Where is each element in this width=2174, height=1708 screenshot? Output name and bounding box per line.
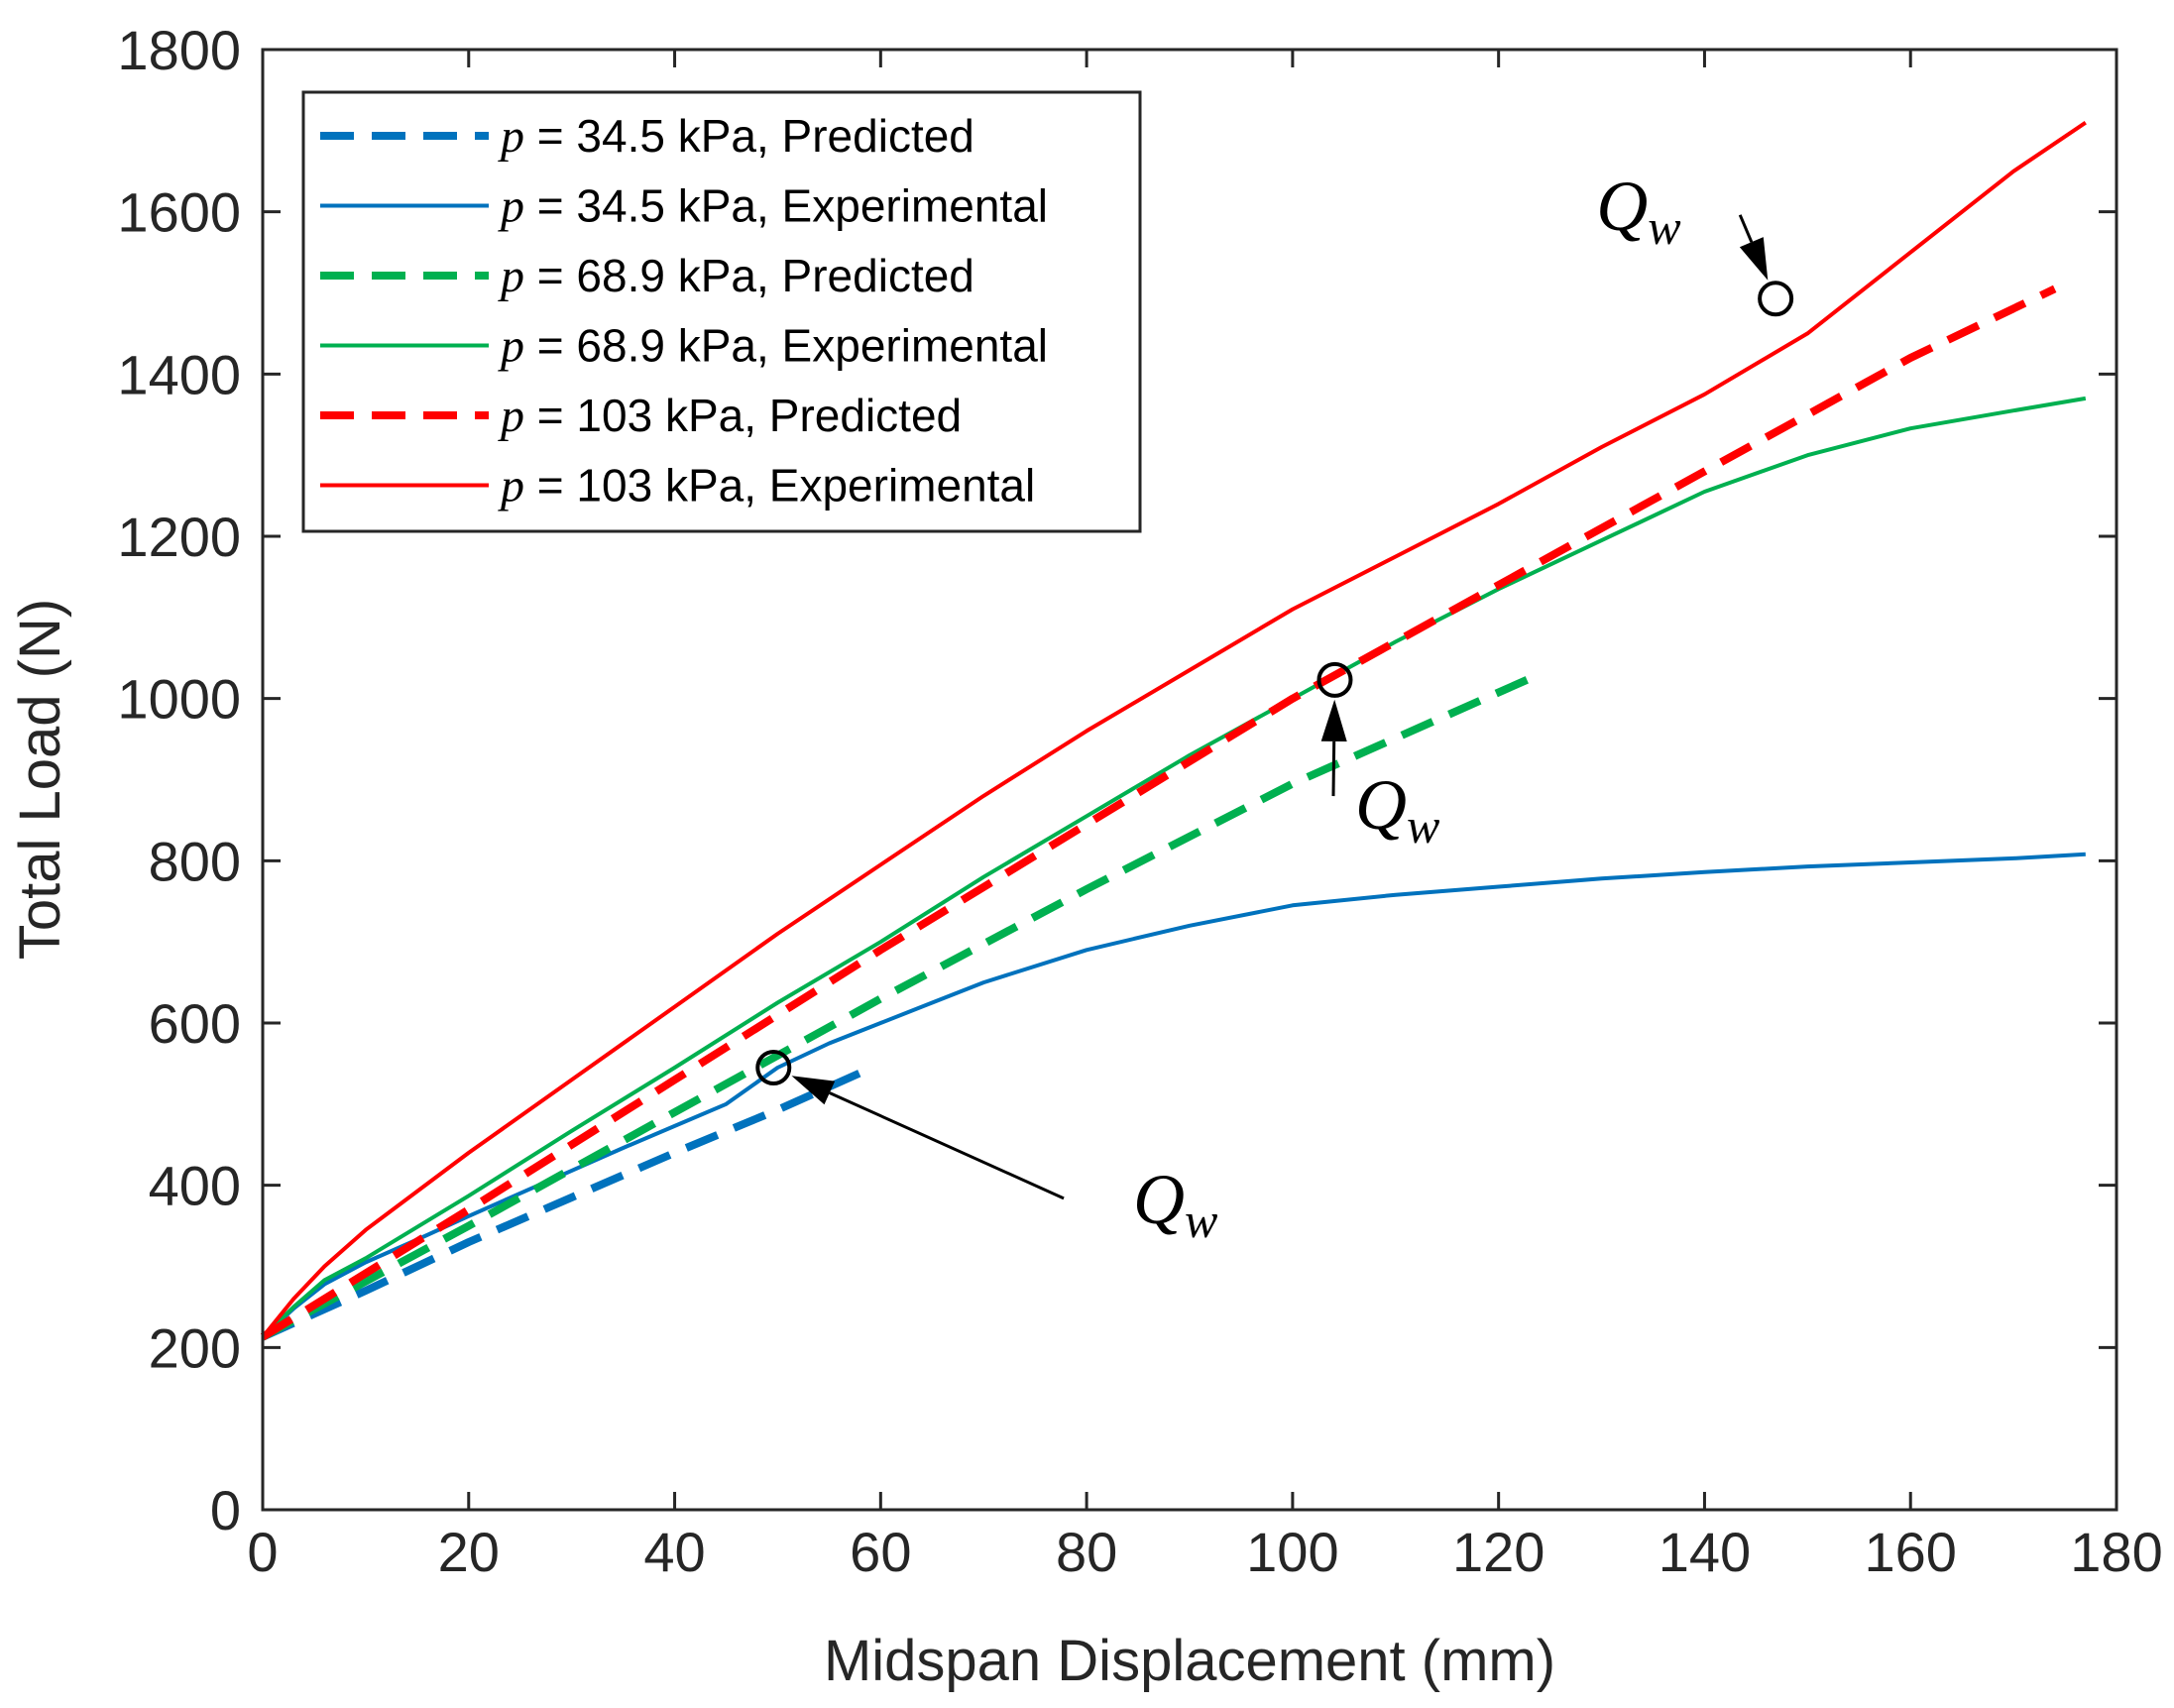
legend-variable: p — [498, 180, 524, 233]
legend-label-5: p = 103 kPa, Predicted — [498, 390, 962, 442]
plot-area-frame — [261, 48, 2118, 1512]
qw-label-sub: w — [1185, 1193, 1217, 1248]
y-tick-label: 1200 — [117, 506, 241, 568]
legend-label-1: p = 34.5 kPa, Predicted — [498, 110, 974, 163]
qw-arrow-head — [1739, 237, 1769, 281]
legend-text: = 68.9 kPa, Experimental — [524, 320, 1048, 372]
qw-marker-circle — [755, 1050, 792, 1086]
y-tick-label: 0 — [210, 1479, 241, 1541]
x-tick-label: 80 — [1056, 1521, 1117, 1583]
x-axis-title: Midspan Displacement (mm) — [824, 1629, 1555, 1693]
qw-label-main: Q — [1355, 765, 1407, 845]
series-line-4-experimental — [261, 396, 2087, 1339]
legend-variable: p — [498, 390, 524, 442]
series-line-3-predicted — [261, 670, 1542, 1341]
x-tick-label: 100 — [1246, 1521, 1338, 1583]
legend-variable: p — [498, 460, 524, 512]
x-tick-label: 20 — [438, 1521, 500, 1583]
qw-label-main: Q — [1596, 167, 1648, 246]
x-tick-label: 180 — [2070, 1521, 2162, 1583]
series-line-1-predicted — [261, 1065, 872, 1341]
y-tick-label: 800 — [149, 830, 241, 892]
series-line-2-experimental — [261, 852, 2086, 1339]
qw-arrow-shaft — [1331, 740, 1336, 797]
qw-label: Qw — [1355, 765, 1439, 854]
series-line-6-experimental — [261, 121, 2087, 1338]
qw-label-sub: w — [1407, 798, 1439, 854]
legend-label-4: p = 68.9 kPa, Experimental — [498, 320, 1048, 373]
qw-arrow-shaft — [829, 1091, 1065, 1200]
y-tick-label: 200 — [149, 1316, 241, 1379]
y-tick-label: 400 — [149, 1155, 241, 1217]
qw-label-main: Q — [1133, 1160, 1185, 1239]
legend-text: = 68.9 kPa, Predicted — [524, 250, 974, 301]
y-axis-title: Total Load (N) — [8, 599, 72, 960]
legend-text: = 103 kPa, Experimental — [524, 460, 1035, 512]
legend-label-2: p = 34.5 kPa, Experimental — [498, 180, 1048, 233]
qw-marker-circle — [1316, 661, 1353, 698]
qw-label-sub: w — [1648, 199, 1680, 255]
legend-label-6: p = 103 kPa, Experimental — [498, 460, 1035, 512]
legend-variable: p — [498, 110, 524, 163]
legend-variable: p — [498, 250, 524, 302]
x-tick-label: 0 — [247, 1521, 278, 1583]
qw-arrow-head — [1320, 699, 1347, 741]
series-layer — [260, 121, 2087, 1341]
series-line-5-predicted — [260, 285, 2057, 1341]
ticks-layer: 0 20 40 60 80 100 120 140 160 1800200400600800100… — [117, 19, 2162, 1583]
legend-box — [301, 90, 1142, 533]
y-tick-label: 1800 — [117, 19, 241, 81]
x-tick-label: 140 — [1659, 1521, 1751, 1583]
qw-label: Qw — [1133, 1160, 1217, 1248]
y-tick-label: 600 — [149, 992, 241, 1055]
qw-marker-circle — [1758, 281, 1794, 317]
qw-label: Qw — [1596, 167, 1680, 255]
x-tick-label: 60 — [850, 1521, 911, 1583]
x-tick-label: 120 — [1452, 1521, 1545, 1583]
legend-text: = 34.5 kPa, Predicted — [524, 110, 974, 162]
qw-arrow-head — [791, 1076, 836, 1105]
y-tick-label: 1000 — [117, 668, 241, 731]
y-tick-label: 1600 — [117, 181, 241, 244]
x-tick-label: 160 — [1865, 1521, 1957, 1583]
legend-text: = 103 kPa, Predicted — [524, 390, 962, 441]
legend-variable: p — [498, 320, 524, 373]
y-tick-label: 1400 — [117, 343, 241, 405]
x-tick-label: 40 — [643, 1521, 705, 1583]
legend-text: = 34.5 kPa, Experimental — [524, 180, 1048, 232]
qw-arrow-shaft — [1738, 214, 1754, 243]
legend-label-3: p = 68.9 kPa, Predicted — [498, 250, 974, 302]
